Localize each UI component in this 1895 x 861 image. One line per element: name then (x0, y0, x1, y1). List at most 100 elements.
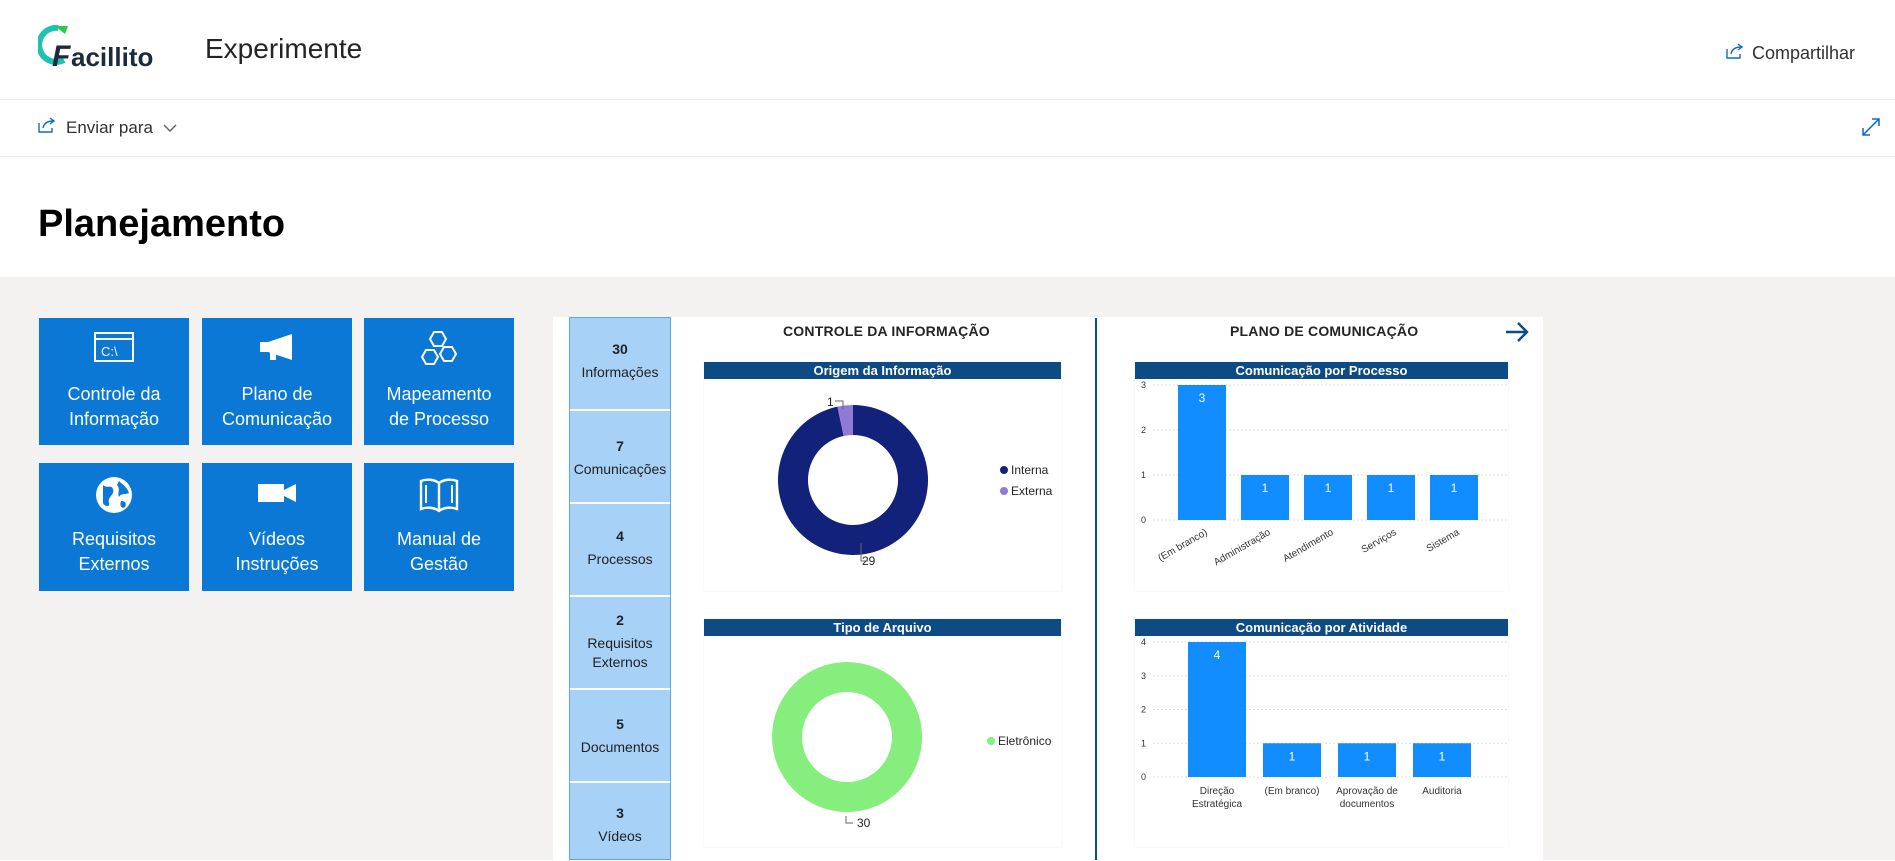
svg-text:C:\: C:\ (101, 344, 118, 359)
tile-label: Vídeos (248, 529, 306, 549)
bar (1263, 743, 1321, 777)
y-tick-label: 3 (1141, 671, 1146, 681)
x-tick-label: Atendimento (1281, 527, 1336, 565)
tile-manual-gestao[interactable]: Manual de Gestão (364, 463, 514, 591)
y-tick-label: 4 (1141, 637, 1146, 647)
bar (1413, 743, 1471, 777)
x-tick-label: (Em branco) (1264, 786, 1319, 797)
data-label: 29 (862, 554, 876, 568)
data-label-line (860, 543, 868, 562)
site-header: F acillito Experimente Compartilhar (0, 0, 1895, 100)
kpi-card[interactable]: 30 Informações (570, 318, 670, 411)
chart-card-origem: Origem da Informação Interna Externa 29 1 (704, 362, 1061, 591)
x-tick-label: documentos (1340, 799, 1394, 810)
share-button[interactable]: Compartilhar (1726, 43, 1855, 64)
kpi-card[interactable]: 7 Comunicações (570, 411, 670, 504)
x-tick-label: Serviços (1360, 527, 1399, 556)
send-to-label: Enviar para (66, 117, 153, 137)
kpi-value: 7 (616, 438, 624, 454)
kpi-label: Externos (592, 654, 648, 670)
kpi-card[interactable]: 5 Documentos (570, 690, 670, 783)
kpi-card[interactable]: 2 Requisitos Externos (570, 597, 670, 690)
legend-marker (987, 737, 995, 745)
kpi-label: Documentos (580, 739, 660, 755)
bar-chart-processo: 0 1 2 3 3 (Em branco) 1 Administração 1 Atendimen… (1141, 380, 1507, 568)
chart-title: Comunicação por Processo (1135, 362, 1508, 379)
data-label-line (835, 400, 844, 409)
svg-text:F: F (52, 40, 71, 72)
tile-label: de Processo (388, 409, 490, 429)
y-tick-label: 2 (1141, 705, 1146, 715)
tile-requisitos-externos[interactable]: Requisitos Externos (39, 463, 189, 591)
svg-text:acillito: acillito (71, 42, 153, 72)
bar (1430, 475, 1478, 520)
chart-title: Origem da Informação (704, 362, 1061, 379)
page-title: Planejamento (38, 203, 286, 245)
y-tick-label: 1 (1141, 470, 1146, 480)
tile-videos-instrucoes[interactable]: Vídeos Instruções (202, 463, 352, 591)
y-tick-label: 3 (1141, 380, 1146, 390)
legend-label: Interna (1011, 463, 1049, 477)
expand-icon[interactable] (1861, 117, 1881, 142)
bar-value-label: 1 (1325, 481, 1332, 495)
bar (1338, 743, 1396, 777)
tile-plano-comunicacao[interactable]: Plano de Comunicação (202, 318, 352, 445)
bar-value-label: 1 (1262, 481, 1269, 495)
tile-mapeamento-processo[interactable]: Mapeamento de Processo (364, 318, 514, 445)
share-icon (38, 117, 56, 138)
kpi-label: Vídeos (598, 828, 642, 844)
bar (1304, 475, 1352, 520)
kpi-value: 3 (616, 805, 624, 821)
legend-marker (1000, 487, 1008, 495)
kpi-card[interactable]: 3 Vídeos (570, 783, 670, 861)
tile-label: Informação (68, 409, 160, 429)
kpi-label: Informações (581, 364, 659, 380)
x-tick-label: Direção (1200, 786, 1235, 797)
section-title-plano: PLANO DE COMUNICAÇÃO (1230, 323, 1419, 339)
chart-title: Tipo de Arquivo (704, 619, 1061, 636)
section-title-controle: CONTROLE DA INFORMAÇÃO (783, 323, 990, 339)
x-tick-label: Estratégica (1192, 799, 1242, 810)
donut-slice (772, 662, 922, 812)
book-icon (364, 475, 514, 515)
data-label-line (845, 816, 853, 824)
tile-label: Externos (78, 554, 150, 574)
arrow-right-icon[interactable] (1503, 318, 1531, 351)
tile-label: Controle da (67, 384, 161, 404)
section-divider (1095, 318, 1097, 860)
kpi-value: 5 (616, 716, 624, 732)
site-title[interactable]: Experimente (205, 33, 363, 64)
donut-slice (837, 405, 853, 436)
kpi-label: Comunicações (573, 461, 667, 477)
chart-title: Comunicação por Atividade (1135, 619, 1508, 636)
bar (1178, 385, 1226, 520)
chart-card-atividade: Comunicação por Atividade 0 1 2 3 4 4 Direção E… (1135, 619, 1508, 847)
facillito-logo[interactable]: F acillito (36, 22, 178, 73)
donut-slice (778, 405, 928, 555)
kpi-label: Processos (587, 551, 653, 567)
kpi-value: 4 (616, 528, 624, 544)
bar-value-label: 1 (1439, 749, 1446, 763)
donut-chart-tipo: Eletrônico 30 (772, 662, 1052, 830)
data-label: 1 (827, 395, 834, 409)
chart-card-processo: Comunicação por Processo 0 1 2 3 3 (Em branco… (1135, 362, 1508, 591)
tile-label: Comunicação (221, 409, 333, 429)
tile-label: Plano de (241, 384, 313, 404)
tile-controle-informacao[interactable]: C:\ Controle da Informação (39, 318, 189, 445)
tile-label: Gestão (409, 554, 469, 574)
bar-value-label: 1 (1289, 749, 1296, 763)
legend-marker (1000, 466, 1008, 474)
x-tick-label: Sistema (1425, 527, 1462, 555)
kpi-value: 2 (616, 612, 624, 628)
bar-value-label: 1 (1364, 749, 1371, 763)
kpi-card[interactable]: 4 Processos (570, 504, 670, 597)
share-label: Compartilhar (1751, 43, 1855, 63)
bar (1241, 475, 1289, 520)
y-tick-label: 0 (1141, 515, 1146, 525)
kpi-column: 30 Informações 7 Comunicações 4 Processo… (569, 317, 671, 860)
hexagons-icon (364, 330, 514, 370)
kpi-value: 30 (612, 341, 628, 357)
send-to-button[interactable]: Enviar para (38, 117, 177, 138)
x-tick-label: Administração (1212, 527, 1273, 568)
y-tick-label: 2 (1141, 425, 1146, 435)
